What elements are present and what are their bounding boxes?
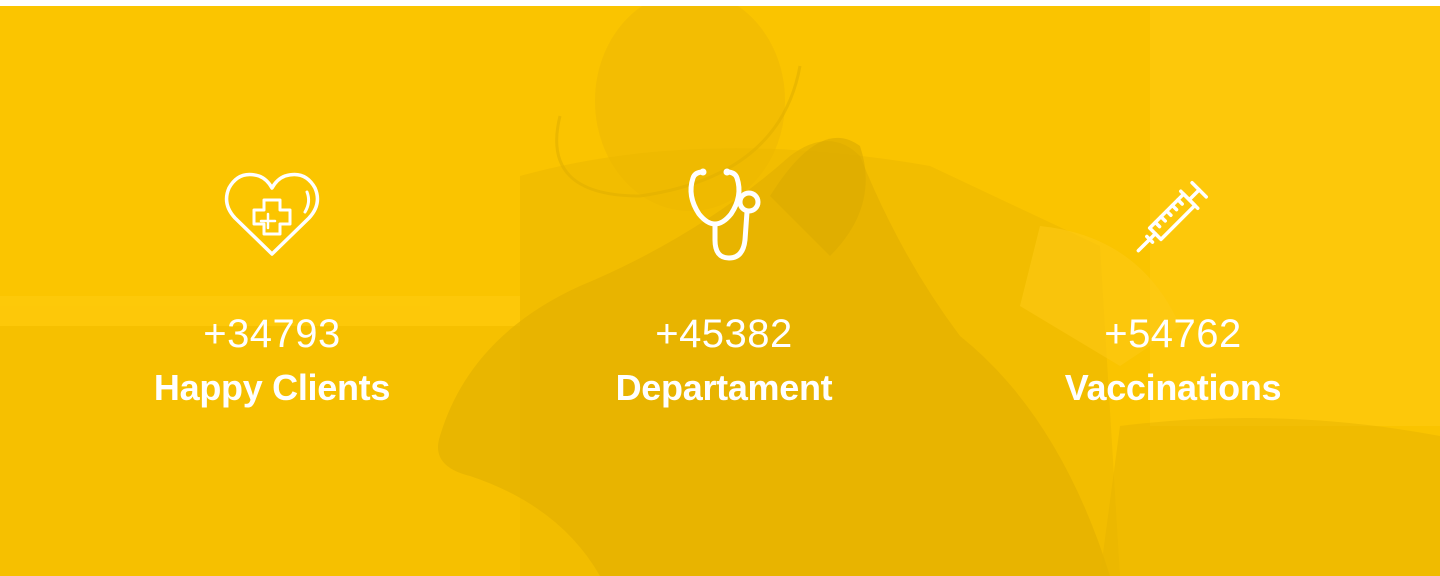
stat-label: Vaccinations	[1064, 367, 1282, 408]
stats-row: +34793 Happy Clients +45382 Departament	[0, 6, 1440, 576]
stat-label: Happy Clients	[153, 367, 391, 408]
stat-departament: +45382 Departament	[524, 166, 924, 408]
syringe-icon	[1136, 181, 1208, 253]
yellow-overlay	[0, 6, 1440, 576]
stat-happy-clients: +34793 Happy Clients	[72, 166, 472, 408]
stat-number: +34793	[203, 312, 341, 356]
stat-number: +54762	[1104, 312, 1242, 356]
stethoscope-icon	[688, 168, 761, 261]
stat-vaccinations: +54762 Vaccinations	[973, 166, 1373, 408]
stats-section: +34793 Happy Clients +45382 Departament	[0, 6, 1440, 576]
stat-label: Departament	[615, 367, 833, 408]
heart-medical-cross-icon	[224, 172, 320, 256]
stat-number: +45382	[655, 312, 793, 356]
